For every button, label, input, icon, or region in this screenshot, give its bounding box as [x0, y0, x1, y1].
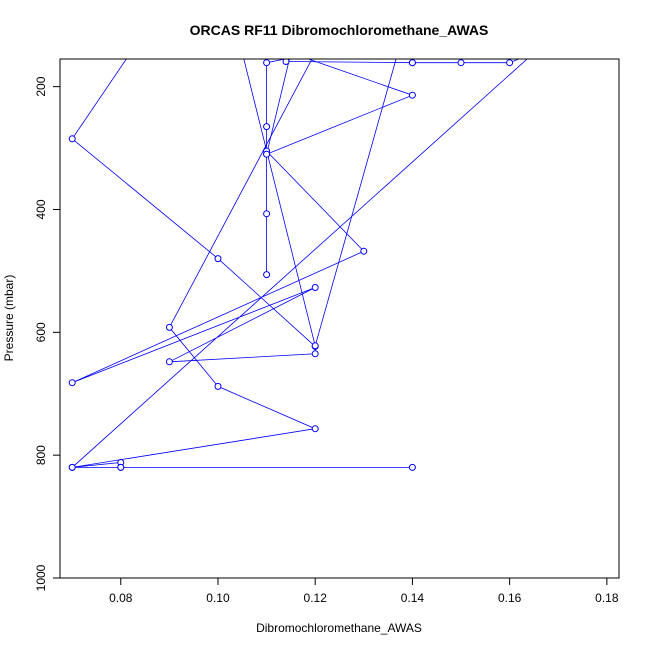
data-point — [165, 323, 173, 331]
series-line-1 — [71, 59, 528, 468]
x-tick-label: 0.16 — [498, 591, 522, 605]
data-point — [311, 284, 319, 291]
data-point — [68, 379, 76, 387]
data-point — [263, 271, 271, 279]
x-tick-label: 0.14 — [401, 591, 425, 605]
chart-title: ORCAS RF11 Dibromochloromethane_AWAS — [190, 22, 489, 38]
x-axis: 0.08 0.10 0.12 0.14 0.16 0.18 — [109, 577, 619, 605]
data-point — [457, 59, 465, 67]
y-tick-label: 1000 — [34, 564, 48, 591]
data-point — [311, 342, 319, 350]
y-tick-label: 600 — [34, 322, 48, 342]
data-point — [311, 350, 319, 358]
series-line-4 — [266, 59, 414, 155]
data-point — [506, 59, 514, 67]
y-tick-label: 800 — [34, 445, 48, 465]
data-point — [117, 463, 125, 471]
data-point — [263, 59, 271, 67]
data-point — [282, 59, 290, 65]
data-point — [68, 135, 76, 143]
data-point — [408, 91, 416, 99]
data-point — [263, 210, 271, 218]
data-point — [165, 358, 173, 366]
x-tick-label: 0.18 — [595, 591, 619, 605]
y-tick-label: 200 — [34, 76, 48, 96]
plot-points — [68, 59, 514, 471]
y-axis: 200 400 600 800 1000 — [34, 76, 61, 591]
data-point — [408, 59, 416, 67]
data-point — [311, 425, 319, 433]
data-point — [214, 382, 222, 390]
plot-lines — [71, 59, 528, 468]
data-point — [68, 463, 76, 471]
data-point — [408, 463, 416, 471]
data-point — [263, 150, 271, 158]
x-tick-label: 0.08 — [109, 591, 133, 605]
x-tick-label: 0.10 — [206, 591, 230, 605]
plot-frame — [59, 58, 620, 579]
data-point — [263, 123, 271, 131]
y-axis-label: Pressure (mbar) — [2, 275, 16, 362]
data-point — [214, 255, 222, 263]
x-tick-label: 0.12 — [304, 591, 328, 605]
data-point — [360, 247, 368, 255]
y-tick-label: 400 — [34, 199, 48, 219]
x-axis-label: Dibromochloromethane_AWAS — [256, 621, 422, 635]
